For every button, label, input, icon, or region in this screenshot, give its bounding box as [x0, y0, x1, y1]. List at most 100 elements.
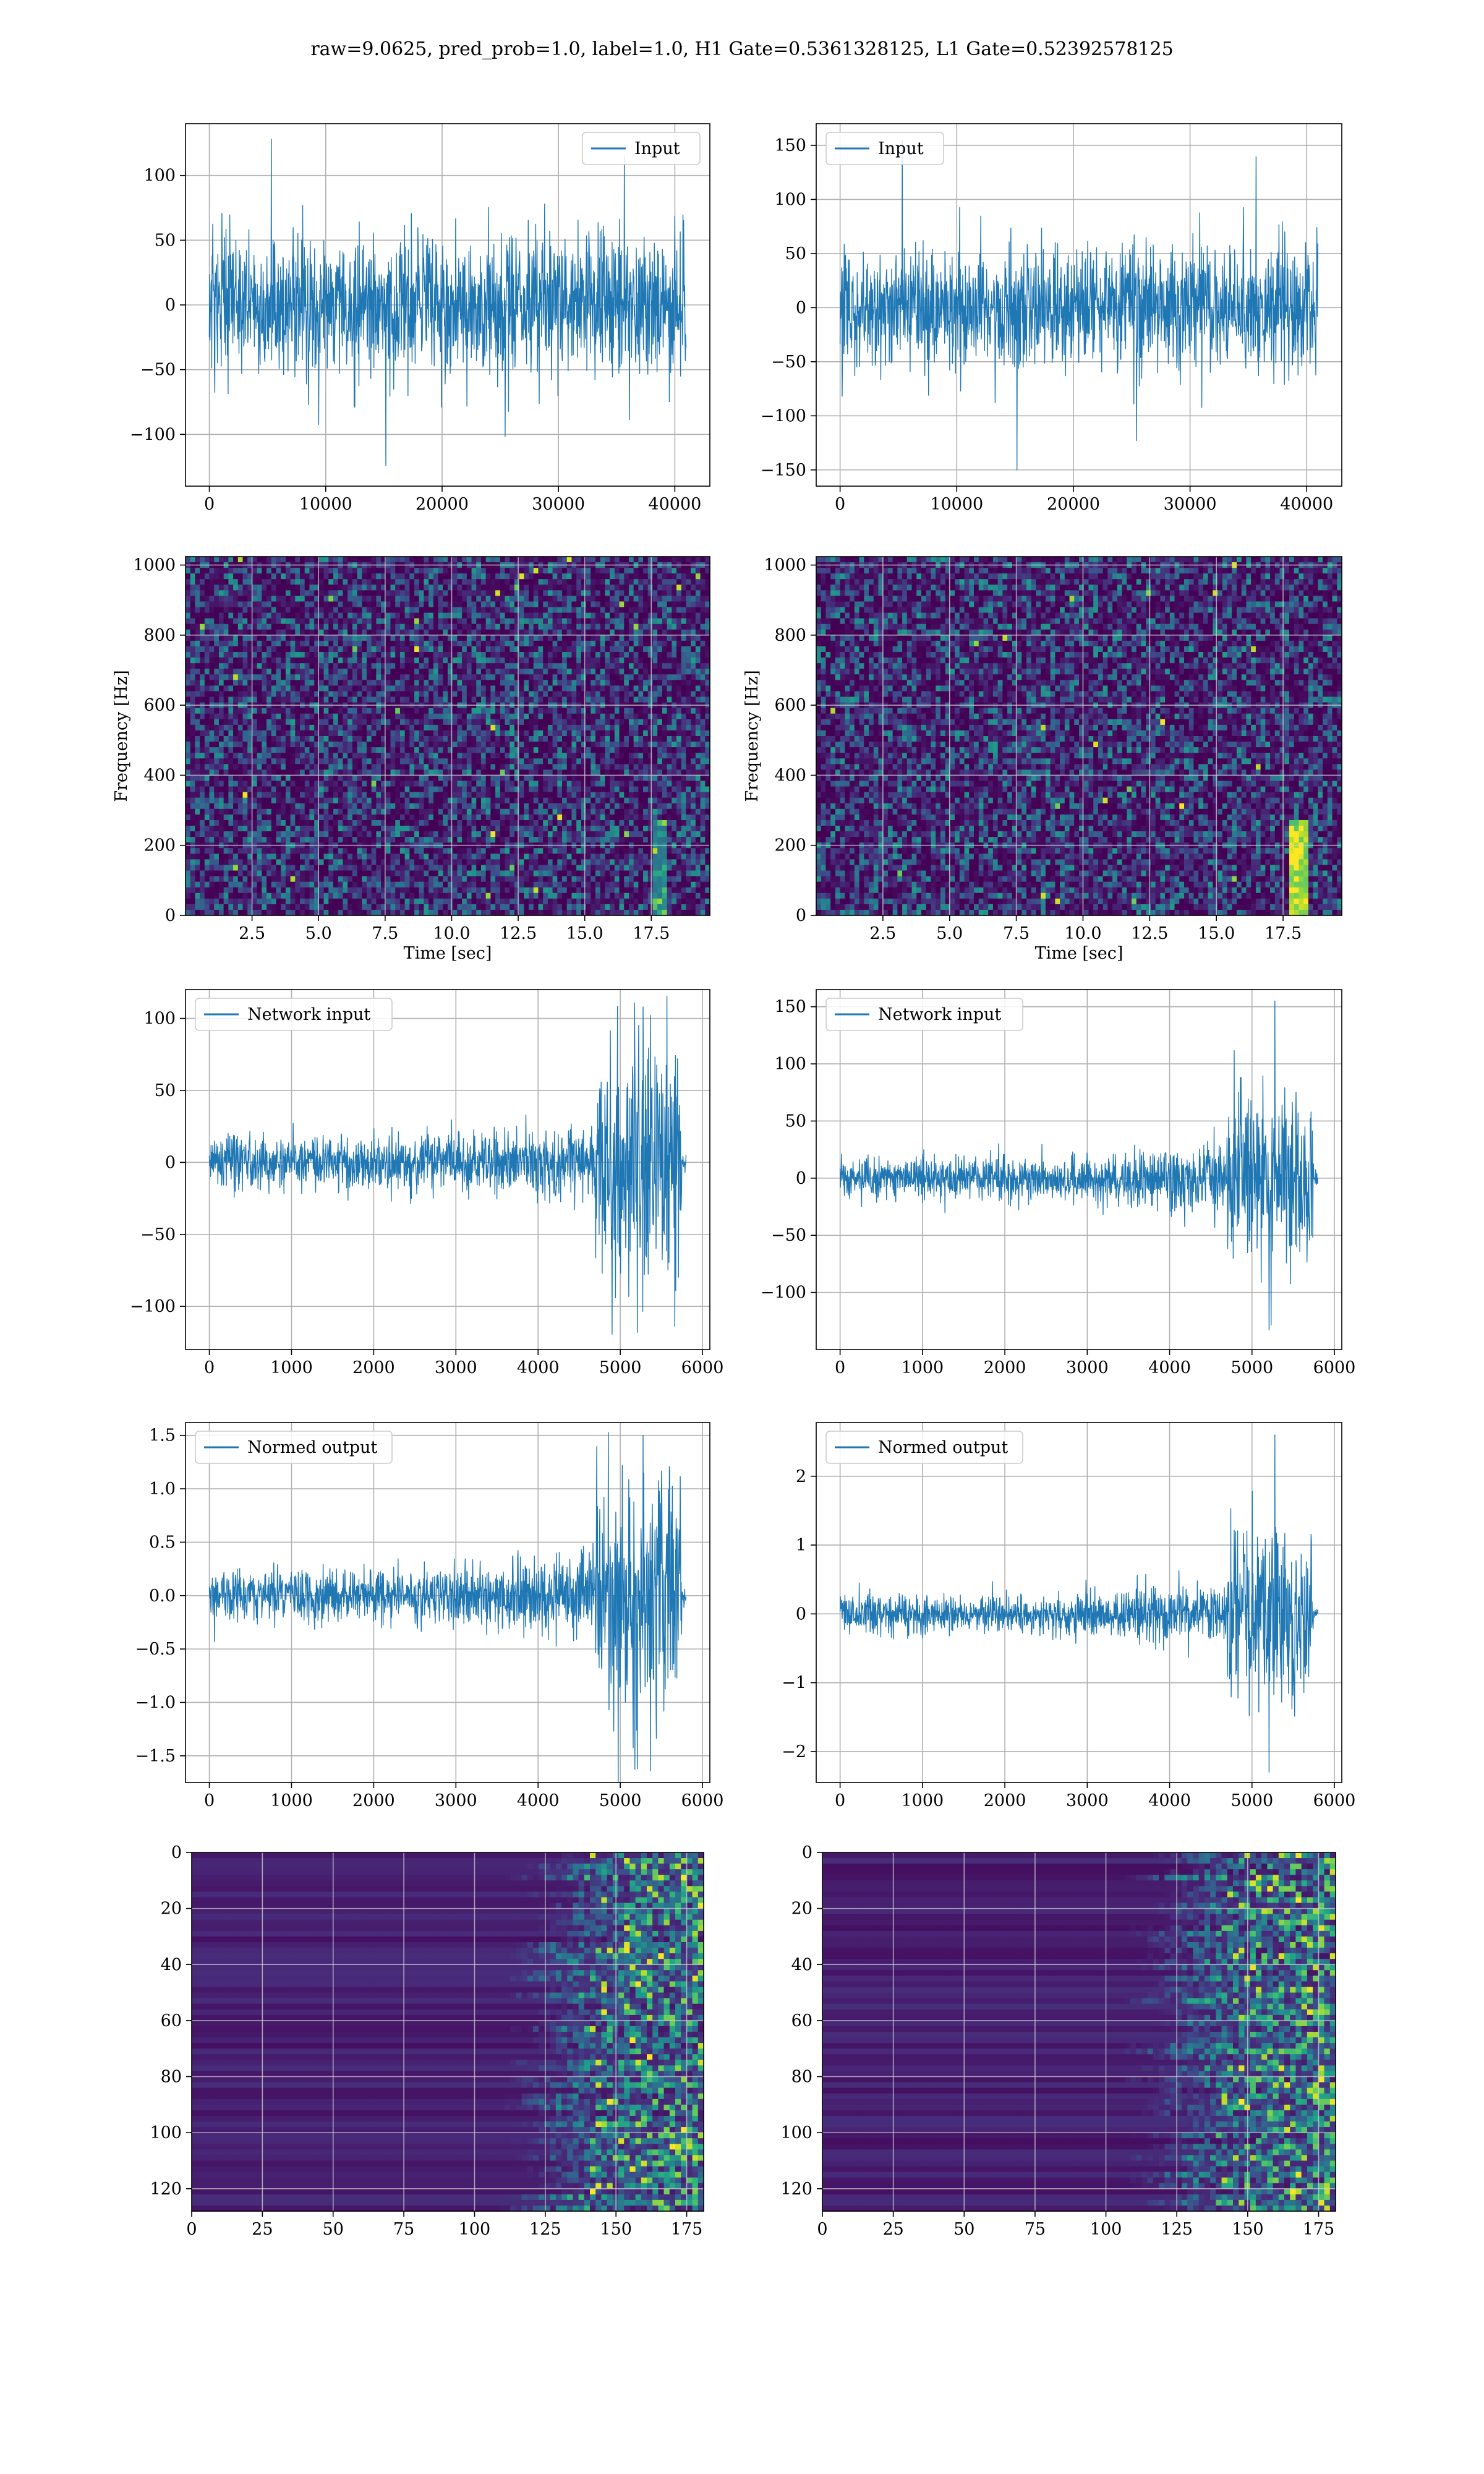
heat-cell — [529, 624, 534, 630]
heat-cell — [281, 663, 286, 669]
heat-cell — [210, 697, 215, 703]
heat-cell — [610, 584, 615, 591]
heat-cell — [257, 573, 262, 580]
heat-cell — [529, 792, 534, 798]
heat-cell — [376, 652, 381, 658]
heat-cell — [214, 742, 219, 748]
heat-cell — [309, 792, 314, 798]
heat-cell — [696, 691, 701, 698]
heat-cell — [376, 792, 381, 798]
heat-cell — [243, 573, 248, 580]
heat-cell — [567, 742, 572, 748]
heat-cell — [352, 769, 357, 776]
heat-cell — [620, 652, 625, 658]
heat-cell — [443, 579, 448, 585]
heat-cell — [291, 803, 296, 810]
heat-cell — [338, 663, 343, 669]
heat-cell — [524, 714, 529, 720]
heat-cell — [238, 613, 243, 619]
heat-cell — [367, 708, 372, 714]
heat-cell — [667, 602, 672, 608]
heat-cell — [429, 747, 433, 753]
heat-cell — [357, 669, 362, 675]
heat-cell — [615, 607, 620, 614]
heat-cell — [286, 764, 291, 770]
heat-cell — [219, 641, 224, 647]
heat-cell — [443, 787, 448, 793]
heat-cell — [600, 730, 605, 737]
heat-cell — [338, 590, 343, 596]
heat-cell — [186, 584, 190, 591]
heat-cell — [620, 568, 625, 574]
heat-cell — [414, 725, 419, 731]
heat-cell — [267, 725, 271, 731]
heat-cell — [490, 747, 495, 753]
heat-cell — [214, 685, 219, 691]
heat-cell — [638, 584, 643, 591]
heat-cell — [586, 596, 591, 602]
heat-cell — [701, 669, 706, 675]
heat-cell — [652, 624, 657, 630]
heat-cell — [390, 775, 395, 781]
heat-cell — [615, 775, 620, 781]
heat-cell — [595, 641, 600, 647]
heat-cell — [419, 674, 424, 680]
heat-cell — [701, 584, 706, 591]
heat-cell — [200, 792, 205, 798]
heat-cell — [500, 624, 505, 630]
heat-cell — [514, 573, 519, 580]
heat-cell — [186, 674, 190, 680]
heat-cell — [281, 584, 286, 591]
heat-cell — [210, 798, 215, 804]
heat-cell — [486, 697, 491, 703]
heat-cell — [386, 607, 391, 614]
heat-cell — [620, 787, 625, 793]
heat-cell — [648, 579, 653, 585]
heat-cell — [324, 742, 329, 748]
heat-cell — [562, 691, 567, 698]
heat-cell — [457, 573, 462, 580]
heat-cell — [610, 685, 615, 691]
heat-cell — [620, 730, 625, 737]
heat-cell — [395, 573, 400, 580]
heat-cell — [390, 697, 395, 703]
heat-cell — [490, 680, 495, 686]
heat-cell — [271, 803, 276, 810]
heat-cell — [553, 753, 558, 759]
heat-cell — [624, 764, 629, 770]
heat-cell — [567, 792, 572, 798]
heat-cell — [557, 792, 562, 798]
heat-cell — [352, 781, 357, 787]
heat-cell — [476, 725, 481, 731]
heat-cell — [252, 624, 257, 630]
heat-cell — [629, 691, 634, 698]
heat-cell — [400, 792, 405, 798]
heat-cell — [476, 719, 481, 726]
heat-cell — [495, 792, 500, 798]
heat-cell — [286, 596, 291, 602]
heat-cell — [591, 596, 595, 602]
heat-cell — [686, 646, 691, 653]
heat-cell — [338, 602, 343, 608]
heat-cell — [252, 602, 257, 608]
heat-cell — [548, 596, 553, 602]
heat-cell — [667, 764, 672, 770]
heat-cell — [586, 674, 591, 680]
heat-cell — [210, 719, 215, 726]
heat-cell — [405, 798, 410, 804]
heat-cell — [595, 635, 600, 641]
heat-cell — [352, 742, 357, 748]
heat-cell — [243, 590, 248, 596]
heat-cell — [438, 753, 443, 759]
heat-cell — [228, 624, 233, 630]
series-line — [840, 140, 1318, 470]
heat-cell — [305, 769, 310, 776]
heat-cell — [243, 719, 248, 726]
heat-cell — [534, 613, 539, 619]
heat-cell — [490, 635, 495, 641]
heat-cell — [586, 714, 591, 720]
heat-cell — [567, 674, 572, 680]
heat-cell — [352, 607, 357, 614]
heat-cell — [672, 607, 676, 614]
heat-cell — [576, 742, 581, 748]
